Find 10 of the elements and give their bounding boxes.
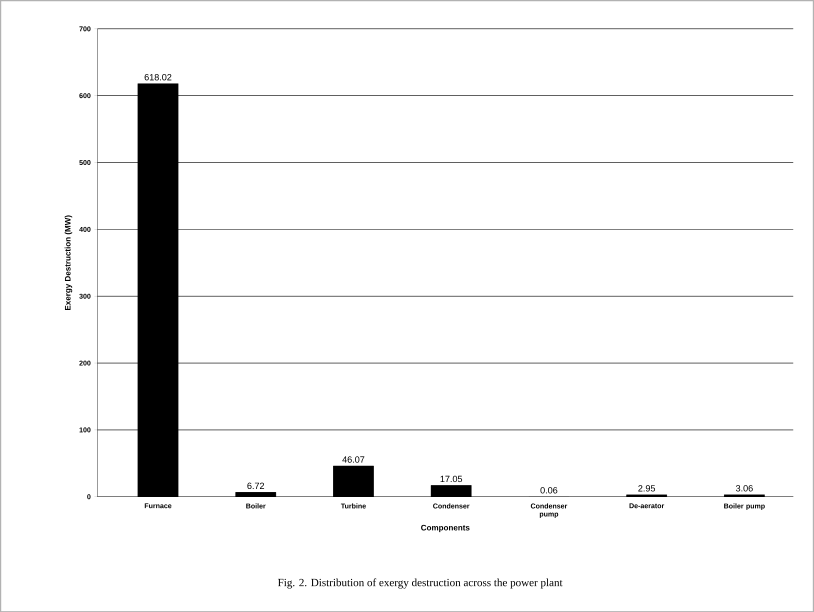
data-label: 6.72 <box>247 482 264 489</box>
data-label: 17.05 <box>440 476 462 482</box>
data-label: 46.07 <box>342 456 364 463</box>
x-axis-title: Components <box>421 524 470 532</box>
data-label: 3.06 <box>736 484 753 492</box>
data-label: 0.06 <box>540 486 558 494</box>
data-label: 618.02 <box>144 74 172 80</box>
data-label: 2.95 <box>638 484 656 492</box>
caption: Fig. 2. Distribution of exergy destruction across the power plant <box>278 578 563 588</box>
y-axis-title: Exergy Destruction (MW) <box>64 215 72 310</box>
